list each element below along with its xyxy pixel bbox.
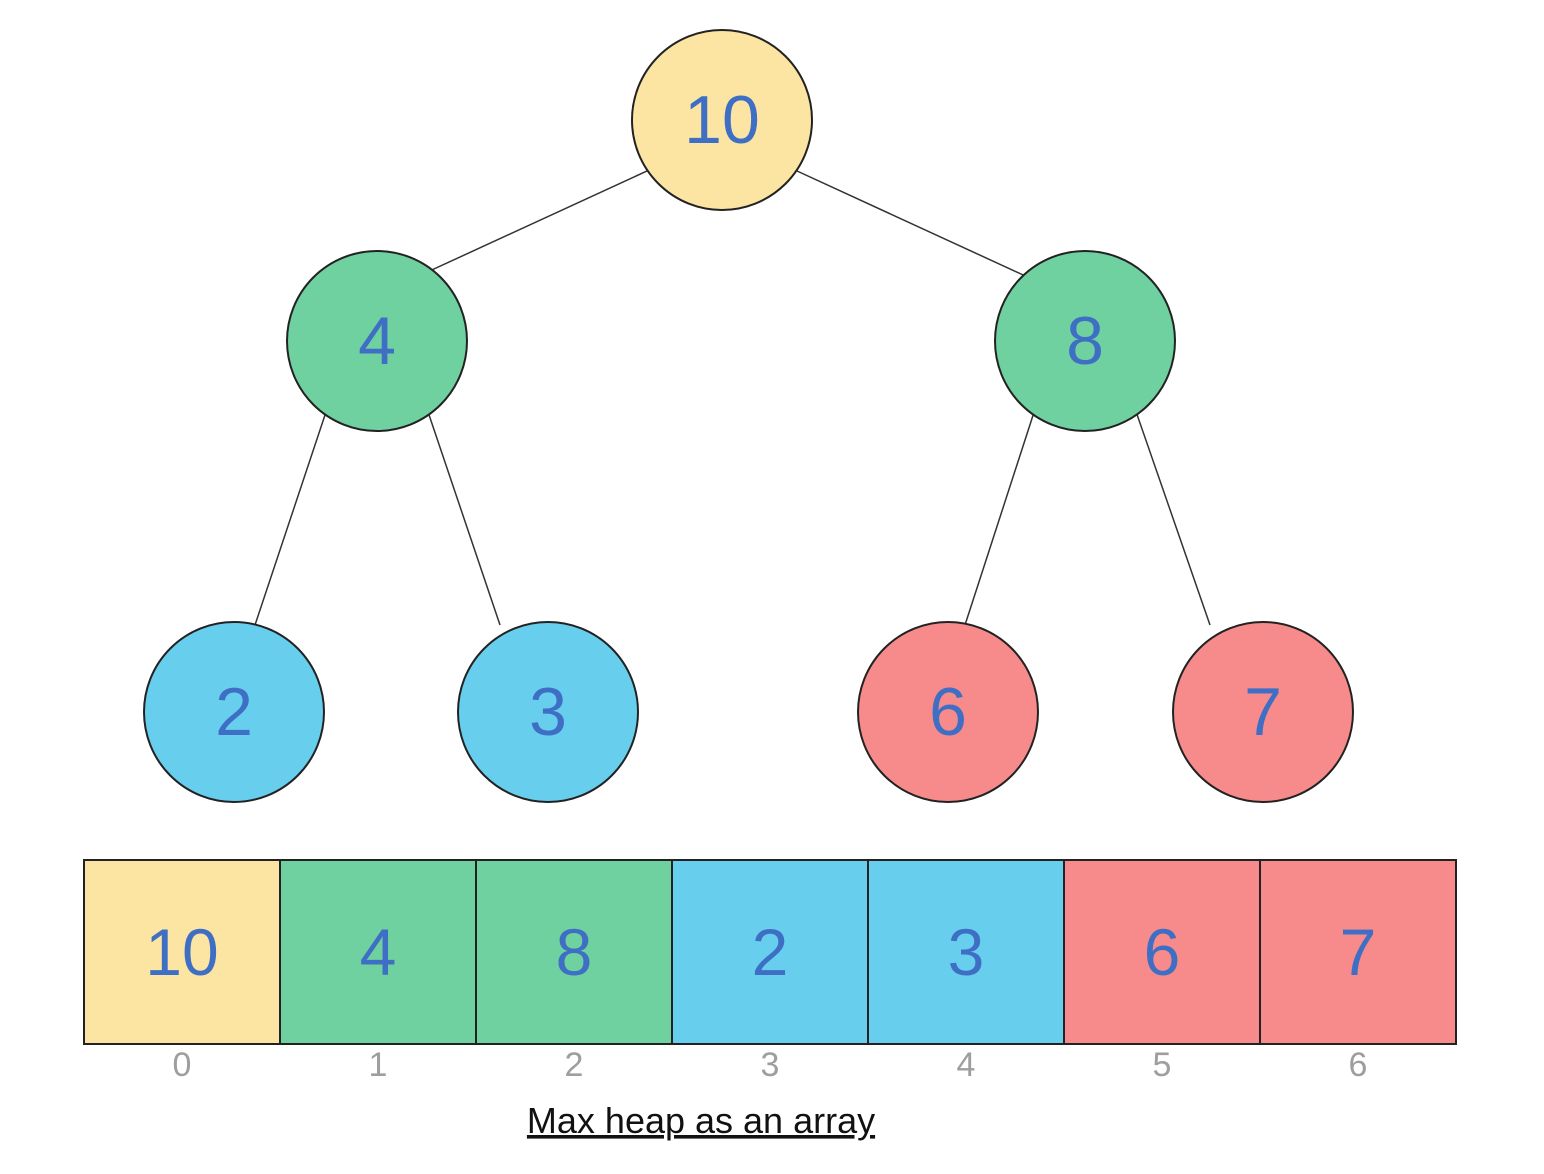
svg-text:6: 6 (929, 674, 967, 750)
svg-text:3: 3 (948, 915, 985, 989)
svg-text:1: 1 (369, 1046, 388, 1084)
svg-text:2: 2 (565, 1046, 584, 1084)
svg-text:2: 2 (752, 915, 789, 989)
svg-text:0: 0 (173, 1046, 192, 1084)
svg-text:6: 6 (1144, 915, 1181, 989)
svg-text:4: 4 (360, 915, 397, 989)
svg-text:7: 7 (1340, 915, 1377, 989)
svg-text:6: 6 (1349, 1046, 1368, 1084)
svg-text:4: 4 (957, 1046, 976, 1084)
svg-text:4: 4 (358, 303, 396, 379)
svg-text:10: 10 (684, 82, 760, 158)
svg-text:3: 3 (529, 674, 567, 750)
svg-text:8: 8 (1066, 303, 1104, 379)
svg-text:5: 5 (1153, 1046, 1172, 1084)
svg-text:Max heap as an array: Max heap as an array (527, 1100, 875, 1141)
svg-text:10: 10 (145, 915, 218, 989)
svg-text:3: 3 (761, 1046, 780, 1084)
svg-text:7: 7 (1244, 674, 1282, 750)
svg-text:2: 2 (215, 674, 253, 750)
svg-text:8: 8 (556, 915, 593, 989)
